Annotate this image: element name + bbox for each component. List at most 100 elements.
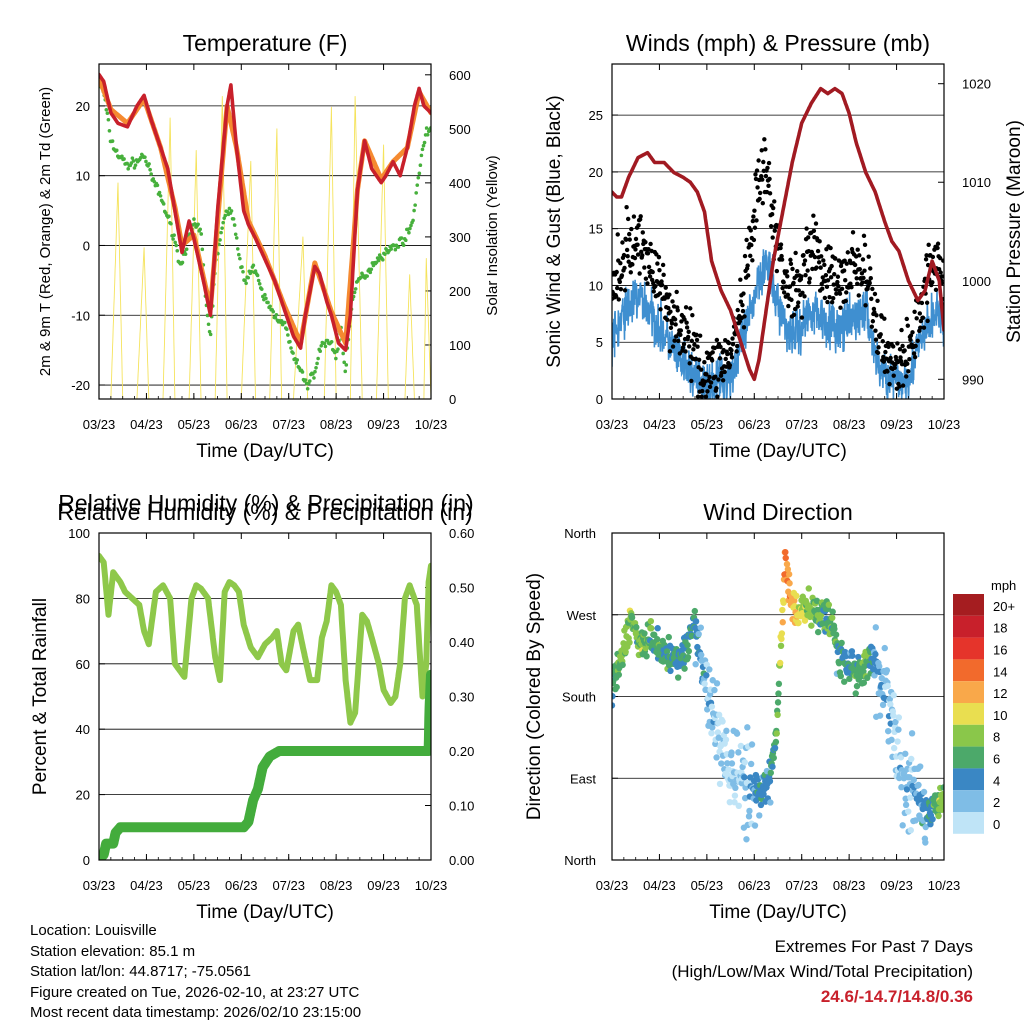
wind-direction-point [860, 668, 867, 675]
temp-xtick-label: 03/23 [83, 417, 116, 432]
wind-gust-point [905, 323, 911, 328]
wind-gust-point [799, 274, 804, 279]
wind-gust-point [648, 241, 653, 247]
wind-direction-point [772, 738, 780, 746]
wind-gust-point [738, 277, 743, 282]
dewpoint-point [184, 247, 189, 251]
wind-gust-point [796, 300, 801, 305]
wind-gust-point [855, 281, 860, 286]
wind-gust-point [728, 351, 734, 357]
wind-gust-point [841, 268, 847, 273]
wind-direction-point [771, 744, 779, 752]
wind-gust-point [737, 319, 743, 324]
wind-gust-point [767, 191, 773, 196]
dewpoint-point [343, 369, 348, 374]
wind-gust-point [836, 284, 841, 289]
speed-legend-swatch [953, 724, 984, 747]
wind-gust-point [618, 260, 623, 266]
station-pressure-line [612, 86, 944, 382]
speed-legend-swatch [953, 681, 984, 703]
wind-direction-point [728, 749, 735, 756]
wind-gust-point [703, 394, 709, 399]
wind-direction-point [883, 667, 891, 674]
wind-gust-point [834, 291, 839, 296]
rh-title: Relative Humidity (%) & Precipitation (i… [57, 499, 472, 525]
wind-gust-point [835, 274, 841, 279]
wind-gust-point [933, 287, 939, 293]
wind-gust-point [938, 270, 943, 275]
wind-gust-point [729, 355, 735, 360]
wind-gust-point [714, 337, 720, 343]
wind-gust-point [935, 241, 941, 246]
dewpoint-point [316, 356, 320, 361]
wind-gust-point [613, 294, 619, 299]
dewpoint-point [238, 256, 242, 261]
wind-gust-point [843, 278, 848, 283]
wind-gust-point [800, 290, 805, 296]
wind-direction-point [663, 648, 671, 655]
wind-direction-point [801, 617, 809, 624]
dewpoint-point [105, 111, 110, 116]
wind-xtick-label: 03/23 [596, 417, 629, 432]
wind-direction-point [887, 701, 894, 708]
dewpoint-point [259, 287, 264, 291]
wind-direction-point [744, 724, 751, 731]
wind-gust-point [647, 274, 653, 279]
dewpoint-point [365, 274, 369, 278]
wind-gust-point [897, 347, 903, 352]
wind-gust-point [833, 256, 838, 261]
dewpoint-point [263, 292, 267, 297]
wind-gust-point [695, 344, 700, 349]
wind-gust-point [882, 316, 887, 321]
dewpoint-point [368, 270, 373, 275]
wind-gust-point [683, 305, 689, 310]
wind-gust-point [615, 285, 620, 291]
temp-y2tick-label: 200 [449, 284, 471, 299]
wind-gust-point [857, 253, 862, 258]
wind-direction-point [692, 618, 700, 625]
dewpoint-point [323, 344, 328, 349]
dewpoint-point [173, 240, 177, 245]
wind-direction-point [619, 661, 626, 669]
speed-legend-swatch [953, 615, 984, 638]
wind-gust-point [863, 303, 868, 308]
wind-gust-point [941, 258, 944, 263]
wind-gust-point [692, 342, 697, 347]
wind-gust-point [912, 309, 917, 314]
wind-gust-point [860, 257, 866, 262]
dewpoint-point [425, 132, 430, 137]
dewpoint-point [151, 177, 156, 181]
wind-gust-point [742, 314, 747, 319]
wind-direction-point [743, 836, 750, 843]
rh-ytick-label: 100 [68, 526, 90, 541]
wind-gust-point [759, 173, 764, 179]
dewpoint-point [314, 365, 318, 370]
temp-y2tick-label: 300 [449, 230, 471, 245]
wind-direction-point [775, 690, 782, 697]
wind-direction-point [838, 639, 845, 647]
wind-gust-point [778, 242, 784, 247]
wind-gust-point [621, 252, 627, 258]
wind-direction-point [808, 622, 815, 629]
wind-gust-point [720, 378, 726, 383]
wind-gust-point [685, 334, 691, 340]
wind-direction-point [613, 683, 620, 691]
wind-gust-point [788, 261, 794, 267]
wind-direction-point [837, 672, 844, 680]
dewpoint-point [289, 346, 293, 350]
wind-direction-point [895, 726, 902, 733]
wind-gust-point [899, 327, 904, 333]
wind-gust-point [686, 329, 691, 335]
wind-gust-point [793, 250, 798, 256]
wind-gust-point [807, 280, 812, 285]
rh-y2tick-label: 0.10 [449, 799, 474, 814]
dewpoint-point [199, 232, 204, 236]
dewpoint-point [408, 226, 412, 231]
wind-gust-point [645, 281, 650, 286]
wind-ytick-label: 15 [589, 222, 603, 237]
wind-direction-point [922, 823, 929, 831]
wind-gust-point [812, 254, 818, 260]
wind-direction-point [702, 686, 710, 693]
wind-direction-point [713, 680, 721, 687]
wind-gust-point [871, 306, 877, 312]
